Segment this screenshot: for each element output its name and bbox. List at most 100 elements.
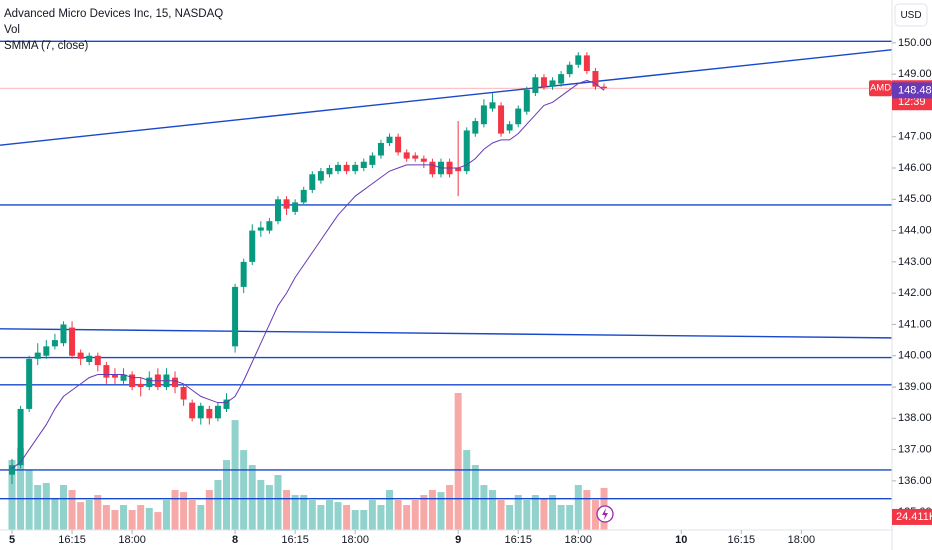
candle-body (197, 405, 204, 419)
volume-bar (171, 490, 179, 530)
volume-bar (59, 485, 67, 530)
candle-body (377, 142, 384, 156)
smma-tag (892, 82, 932, 99)
currency-button[interactable] (894, 3, 928, 27)
volume-bar (480, 485, 488, 530)
volume-bar (428, 490, 436, 530)
volume-bar (137, 505, 145, 530)
trend-line (0, 49, 893, 146)
currency: USD (900, 10, 921, 21)
candle-body (575, 55, 582, 65)
volume-bar (386, 490, 394, 530)
smma-label: 148.48 (898, 84, 932, 96)
volume-bar (214, 480, 222, 530)
candle-body (214, 405, 221, 419)
x-tick-label: 8 (232, 534, 238, 546)
volume-bar (471, 465, 479, 530)
candle-body (274, 199, 281, 222)
candle-body (489, 102, 496, 109)
candle-body (240, 261, 247, 287)
candle-body (69, 327, 76, 356)
volume-bar (583, 490, 591, 530)
y-tick-label: 137.00 (898, 443, 932, 455)
candle-body (352, 164, 359, 172)
y-tick-label: 149.00 (898, 68, 932, 80)
volume-bar (411, 500, 419, 530)
trend-line (0, 328, 893, 339)
candle-body (395, 136, 402, 153)
candle-body (43, 346, 50, 356)
volume-bar (308, 500, 316, 530)
volume-bar (197, 505, 205, 530)
candle-body (292, 202, 299, 212)
candle-body (420, 158, 427, 162)
candle-body (189, 402, 196, 419)
volume-bar (325, 500, 333, 530)
x-tick-label: 9 (455, 534, 461, 546)
volume-bar (94, 495, 102, 530)
volume-bar (394, 500, 402, 530)
candle-body (120, 374, 127, 381)
smma-line (11, 79, 605, 469)
volume-bar (188, 500, 196, 530)
candle-body (335, 164, 342, 172)
volume-bar (231, 420, 239, 530)
volume-bar (25, 470, 33, 530)
x-tick-label: 18:00 (565, 534, 593, 546)
candle-body (601, 86, 608, 89)
y-tick-label: 136.00 (898, 475, 932, 487)
volume-bar (574, 485, 582, 530)
candle-body (386, 136, 393, 143)
candle-body (309, 174, 316, 190)
alert-icon[interactable] (596, 505, 614, 523)
volume-bar (523, 500, 531, 530)
volume-bar (446, 485, 454, 530)
volume-bar (463, 450, 471, 530)
candle-body (94, 355, 101, 366)
candle-body (206, 408, 213, 419)
legend-title: Advanced Micro Devices Inc, 15, NASDAQ (4, 8, 223, 20)
legend-indicator: SMMA (7, close) (4, 40, 89, 52)
candle-body (515, 108, 522, 125)
volume-bar (205, 490, 213, 530)
volume-bar (549, 495, 557, 530)
volume-bar (265, 485, 273, 530)
candle-body (583, 55, 590, 72)
candle-body (429, 161, 436, 175)
y-tick-label: 140.00 (898, 350, 932, 362)
x-tick-label: 16:15 (58, 534, 86, 546)
volume-bar (257, 480, 265, 530)
candle-body (369, 155, 376, 165)
volume-bar (291, 495, 299, 530)
candle-body (455, 168, 462, 172)
volume-bar (420, 495, 428, 530)
candle-body (17, 408, 24, 466)
candle-body (463, 130, 470, 172)
volume-bar (300, 495, 308, 530)
x-tick-label: 18:00 (341, 534, 369, 546)
y-tick-label: 138.00 (898, 412, 932, 424)
alert-bolt (602, 508, 608, 520)
candle-body (249, 230, 256, 262)
candle-body (403, 152, 410, 159)
volume-bar (531, 495, 539, 530)
candle-body (317, 171, 324, 181)
candle-body (172, 377, 179, 388)
legend-volume: Vol (4, 24, 20, 36)
x-tick-label: 18:00 (118, 534, 146, 546)
candle-body (566, 64, 573, 75)
candle-body (540, 77, 547, 87)
volume-bar (34, 485, 42, 530)
y-tick-label: 147.00 (898, 131, 932, 143)
volume-bar (566, 505, 574, 530)
volume-bar (368, 500, 376, 530)
candle-body (223, 399, 230, 409)
volume-bar (360, 510, 368, 530)
volume-bar (180, 492, 188, 530)
volume-bar (437, 492, 445, 530)
volume-bar (334, 502, 342, 530)
candle-body (257, 227, 264, 231)
volume-bar (145, 507, 153, 530)
symbol-tag-label: AMD (870, 83, 891, 94)
volume-bar (68, 490, 76, 530)
